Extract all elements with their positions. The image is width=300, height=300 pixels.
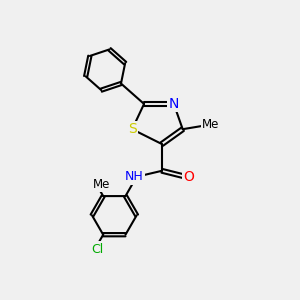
Text: Cl: Cl <box>91 243 104 256</box>
Text: N: N <box>169 97 179 111</box>
Text: S: S <box>128 122 136 136</box>
Text: Me: Me <box>93 178 110 191</box>
Text: O: O <box>183 170 194 184</box>
Text: NH: NH <box>125 170 144 183</box>
Text: Me: Me <box>202 118 220 131</box>
